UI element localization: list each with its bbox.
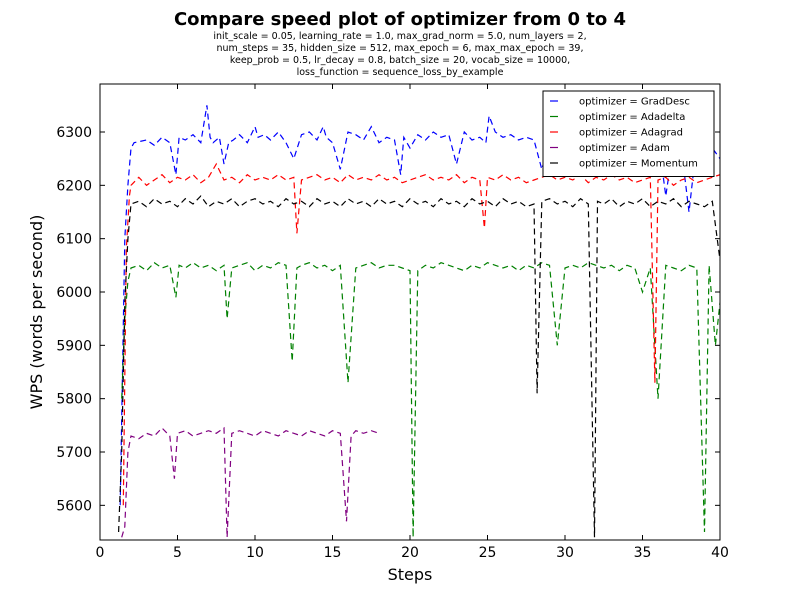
legend-label: optimizer = GradDesc [579,97,690,108]
y-tick-label: 6100 [56,232,92,248]
chart-subtitle-line: loss_function = sequence_loss_by_example [296,67,504,78]
legend-label: optimizer = Adadelta [579,112,685,123]
series-line [121,426,380,538]
y-tick-label: 6300 [56,125,92,141]
x-tick-label: 10 [246,545,264,561]
series-line [118,195,720,538]
legend-label: optimizer = Adagrad [579,128,683,139]
y-axis-label: WPS (words per second) [27,215,46,410]
legend-label: optimizer = Momentum [579,159,698,170]
chart-subtitle-line: num_steps = 35, hidden_size = 512, max_e… [216,43,584,54]
x-tick-label: 30 [556,545,574,561]
y-tick-label: 6200 [56,178,92,194]
series-line [121,261,720,538]
x-tick-label: 25 [479,545,497,561]
series-line [122,162,720,506]
legend: optimizer = GradDesc optimizer = Adadelta… [542,90,715,177]
x-tick-label: 0 [96,545,105,561]
y-tick-label: 5700 [56,445,92,461]
x-tick-label: 20 [401,545,419,561]
legend-label: optimizer = Adam [579,143,670,154]
legend-box [542,90,715,177]
chart-subtitle-line: init_scale = 0.05, learning_rate = 1.0, … [213,31,587,42]
y-tick-label: 5600 [56,498,92,514]
x-tick-label: 5 [173,545,182,561]
chart-subtitle-line: keep_prob = 0.5, lr_decay = 0.8, batch_s… [229,55,571,66]
x-axis-label: Steps [388,565,433,584]
chart-title: Compare speed plot of optimizer from 0 t… [173,9,627,30]
y-tick-label: 5900 [56,338,92,354]
x-tick-label: 40 [711,545,729,561]
x-tick-label: 15 [324,545,342,561]
y-tick-label: 6000 [56,285,92,301]
x-tick-label: 35 [634,545,652,561]
y-tick-label: 5800 [56,392,92,408]
